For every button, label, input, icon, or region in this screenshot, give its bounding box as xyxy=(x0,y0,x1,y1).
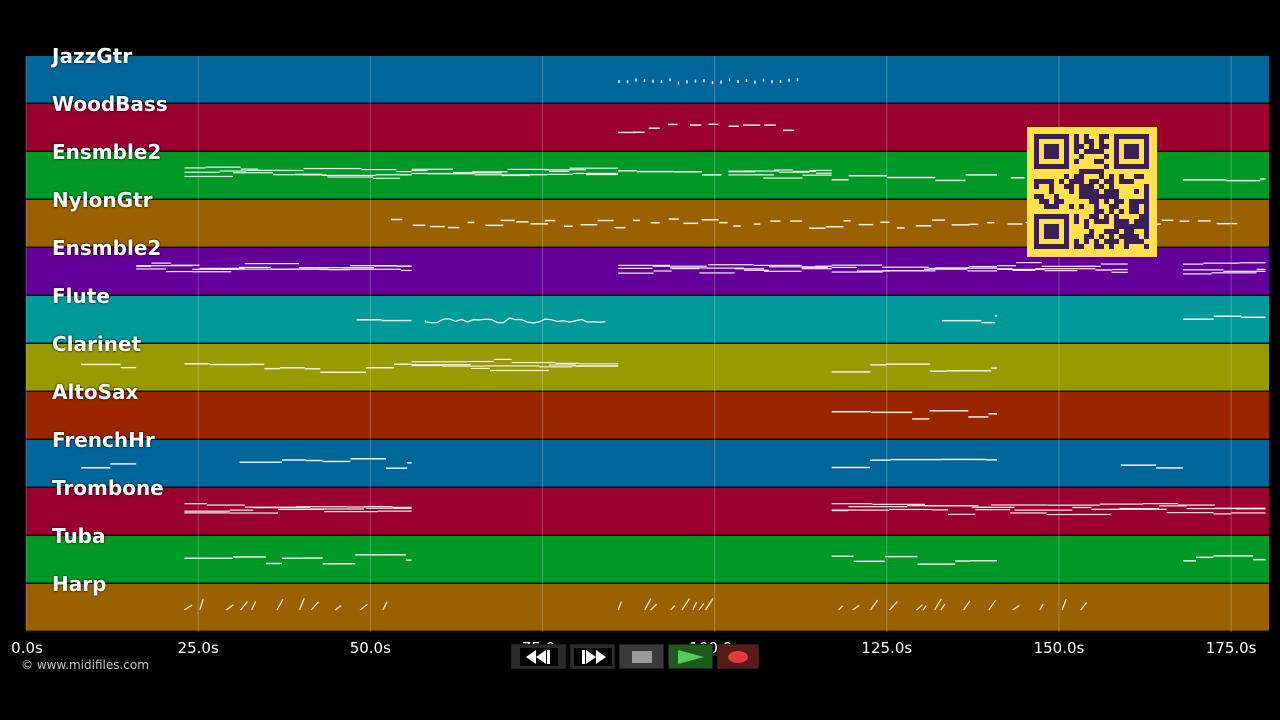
track-label: Harp xyxy=(52,572,107,596)
play-button[interactable] xyxy=(668,644,713,669)
note-group xyxy=(618,170,722,176)
track-label: Tuba xyxy=(52,524,106,548)
note-group xyxy=(838,598,1088,611)
note-group xyxy=(618,123,794,134)
note-group xyxy=(184,554,412,565)
time-tick-label: 50.0s xyxy=(349,639,391,657)
note-group xyxy=(617,598,714,611)
rewind-icon xyxy=(525,649,550,664)
note-group xyxy=(831,410,997,420)
note-group xyxy=(184,597,388,611)
stop-button[interactable] xyxy=(619,644,664,669)
time-tick-label: 0.0s xyxy=(11,639,43,657)
track-band xyxy=(26,440,1269,487)
note-group xyxy=(239,458,412,469)
record-button[interactable] xyxy=(717,644,759,669)
track-band xyxy=(26,296,1269,343)
track-band xyxy=(26,584,1269,631)
track-label: FrenchHr xyxy=(52,428,155,452)
note-group xyxy=(81,463,137,469)
time-tick-label: 175.0s xyxy=(1205,639,1257,657)
track-label: WoodBass xyxy=(52,92,168,116)
note-group xyxy=(1182,178,1266,182)
note-group xyxy=(618,264,832,274)
qr-code-icon xyxy=(1027,127,1157,257)
fast-forward-button[interactable] xyxy=(570,644,615,669)
track-label: Clarinet xyxy=(52,332,142,356)
note-group xyxy=(941,315,997,324)
note-group xyxy=(728,169,832,179)
note-group xyxy=(831,264,997,273)
time-tick-label: 125.0s xyxy=(861,639,913,657)
note-group xyxy=(1182,555,1266,562)
note-group xyxy=(424,317,606,324)
note-group xyxy=(1010,177,1025,179)
transport-controls xyxy=(511,644,759,669)
track-label: Flute xyxy=(52,284,110,308)
time-tick-label: 150.0s xyxy=(1033,639,1085,657)
track-label: Ensmble2 xyxy=(52,236,162,260)
note-group xyxy=(996,262,1128,273)
track-band xyxy=(26,344,1269,391)
note-group xyxy=(184,166,412,179)
note-group xyxy=(1120,464,1183,469)
note-group xyxy=(831,503,1266,516)
track-label: Ensmble2 xyxy=(52,140,162,164)
track-label: Trombone xyxy=(52,476,164,500)
track-band xyxy=(26,488,1269,535)
play-icon xyxy=(677,649,704,664)
note-group xyxy=(1182,262,1266,275)
note-group xyxy=(81,363,137,369)
record-icon xyxy=(728,650,748,663)
note-group xyxy=(831,555,997,565)
note-group xyxy=(1182,315,1266,320)
time-tick-label: 25.0s xyxy=(177,639,219,657)
note-group xyxy=(411,358,619,372)
track-band xyxy=(26,536,1269,583)
note-group xyxy=(831,174,997,182)
stop-icon xyxy=(631,650,652,663)
note-group xyxy=(831,458,997,469)
track-label: AltoSax xyxy=(52,380,139,404)
note-group xyxy=(618,78,799,85)
note-group xyxy=(136,262,412,273)
fast-forward-icon xyxy=(581,649,606,664)
note-group xyxy=(184,503,412,514)
track-label: NylonGtr xyxy=(52,188,153,212)
note-group xyxy=(184,363,412,374)
note-group xyxy=(831,363,997,373)
copyright-text: © www.midifiles.com xyxy=(21,658,149,672)
track-band xyxy=(26,392,1269,439)
note-group xyxy=(411,167,619,177)
rewind-button[interactable] xyxy=(511,644,566,669)
track-band xyxy=(26,56,1269,103)
note-group xyxy=(356,319,412,322)
track-label: JazzGtr xyxy=(52,44,133,68)
